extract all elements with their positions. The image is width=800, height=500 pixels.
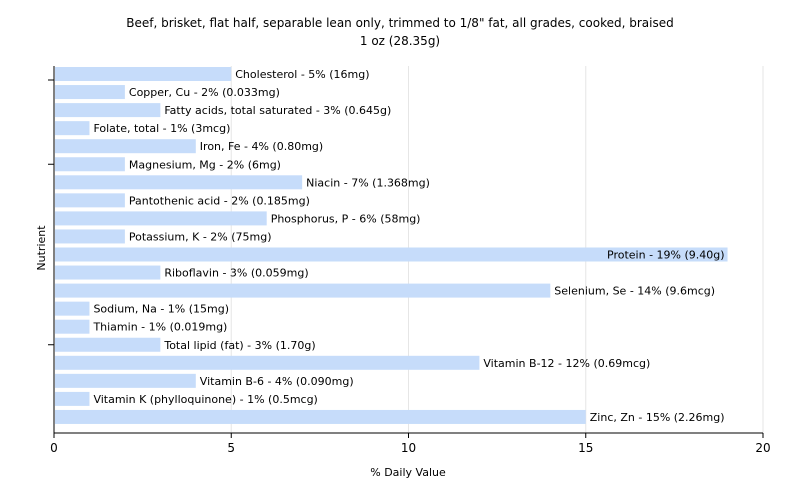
y-axis-label: Nutrient [35, 225, 48, 271]
bar [55, 373, 196, 388]
bar-label: Fatty acids, total saturated - 3% (0.645… [164, 104, 391, 117]
bar [55, 211, 267, 226]
bar-label: Pantothenic acid - 2% (0.185mg) [129, 194, 310, 207]
bar [55, 247, 728, 262]
bar-label: Total lipid (fat) - 3% (1.70g) [163, 339, 315, 352]
x-tick-label: 10 [401, 441, 416, 455]
bar [55, 283, 551, 298]
bar [55, 139, 196, 154]
x-axis-label: % Daily Value [370, 466, 446, 479]
bar-label: Protein - 19% (9.40g) [607, 249, 725, 262]
chart-title: Beef, brisket, flat half, separable lean… [126, 16, 673, 30]
bar-label: Thiamin - 1% (0.019mg) [92, 321, 227, 334]
axes: 0 5 10 15 20 [48, 66, 771, 455]
bar-label: Phosphorus, P - 6% (58mg) [271, 212, 421, 225]
bar [55, 103, 161, 118]
bar [55, 67, 232, 81]
bar [55, 175, 303, 190]
bar [55, 121, 90, 136]
bar [55, 355, 480, 370]
bar [55, 337, 161, 352]
bar-label: Vitamin K (phylloquinone) - 1% (0.5mcg) [93, 393, 317, 406]
bar [55, 229, 125, 244]
bar [55, 319, 90, 334]
bar [55, 265, 161, 280]
x-tick-label: 15 [578, 441, 593, 455]
chart-subtitle: 1 oz (28.35g) [360, 34, 440, 48]
bar-label: Copper, Cu - 2% (0.033mg) [129, 86, 280, 99]
bar-label: Selenium, Se - 14% (9.6mcg) [554, 285, 715, 298]
bar-label: Magnesium, Mg - 2% (6mg) [129, 158, 281, 171]
bar-label: Riboflavin - 3% (0.059mg) [164, 267, 308, 280]
bar-label: Cholesterol - 5% (16mg) [235, 68, 369, 81]
bar [55, 391, 90, 406]
x-tick-label: 5 [227, 441, 235, 455]
x-tick-label: 0 [50, 441, 58, 455]
bar-label: Folate, total - 1% (3mcg) [93, 122, 230, 135]
bar [55, 409, 586, 424]
bar-label: Zinc, Zn - 15% (2.26mg) [590, 411, 725, 424]
bar-label: Vitamin B-12 - 12% (0.69mcg) [483, 357, 650, 370]
bars: Cholesterol - 5% (16mg) Copper, Cu - 2% (… [55, 67, 728, 424]
bar-label: Vitamin B-6 - 4% (0.090mg) [200, 375, 354, 388]
bar [55, 301, 90, 316]
bar-label: Iron, Fe - 4% (0.80mg) [200, 140, 323, 153]
bar [55, 85, 125, 100]
x-tick-label: 20 [755, 441, 770, 455]
bar [55, 193, 125, 208]
bar-label: Potassium, K - 2% (75mg) [129, 230, 272, 243]
bar-label: Sodium, Na - 1% (15mg) [93, 303, 229, 316]
bar-label: Niacin - 7% (1.368mg) [306, 176, 430, 189]
bar [55, 157, 125, 172]
